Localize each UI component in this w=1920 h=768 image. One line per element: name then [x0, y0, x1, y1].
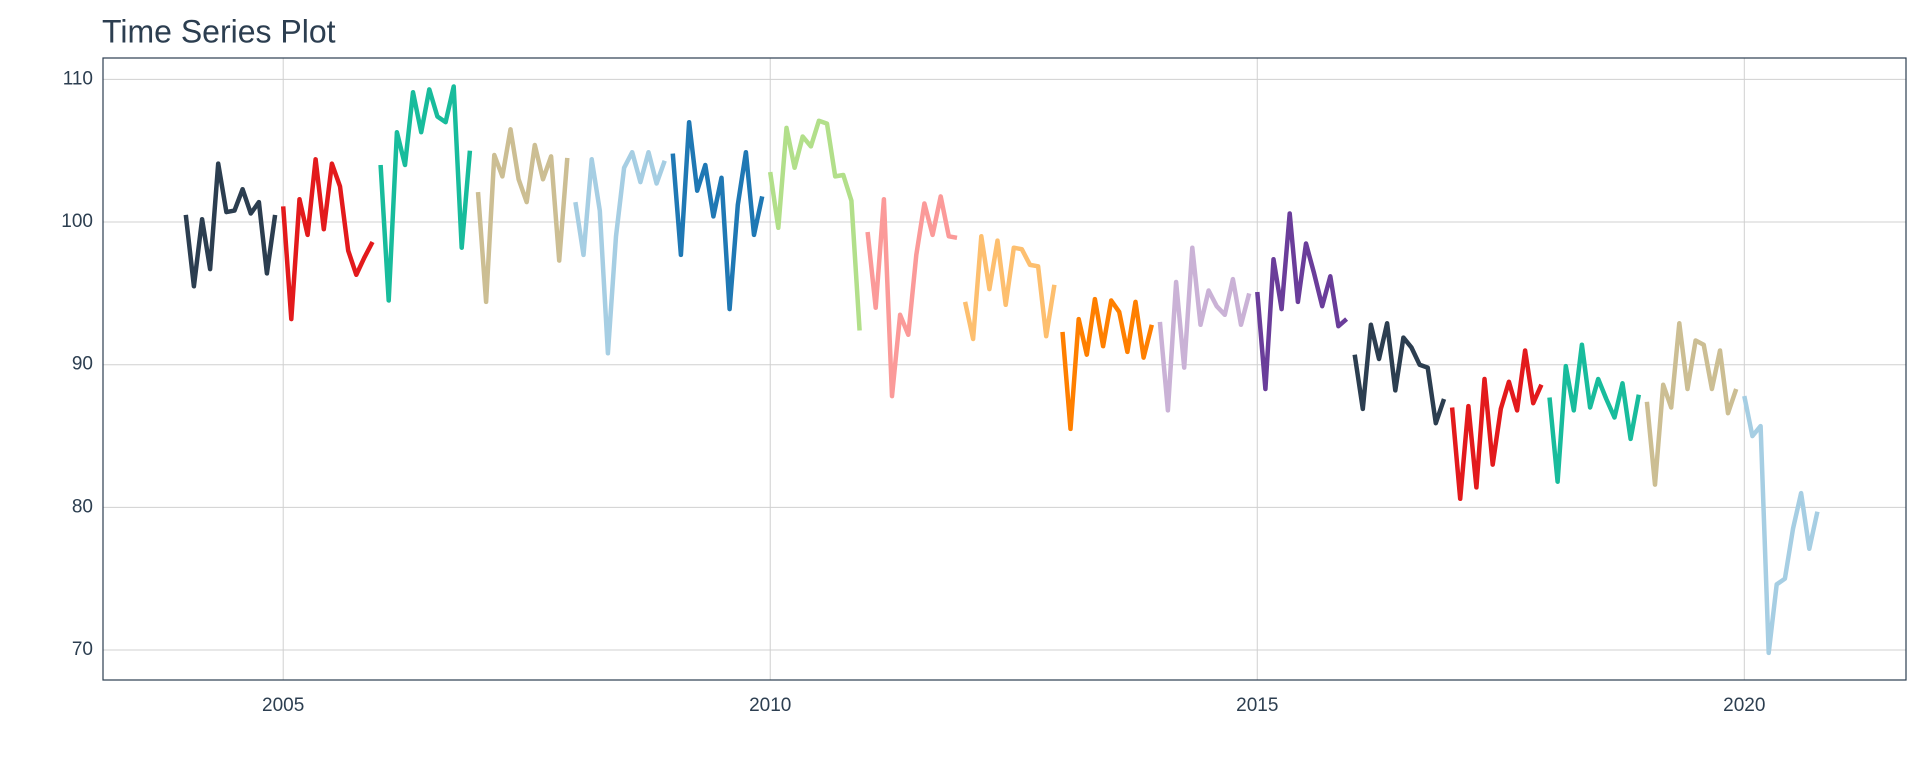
series-line: [962, 234, 1057, 342]
series-line: [670, 119, 765, 312]
y-tick-label: 110: [63, 68, 93, 89]
y-tick-label: 80: [72, 496, 93, 517]
series-line: [280, 157, 375, 322]
series-line: [475, 127, 570, 305]
series-line: [1255, 211, 1349, 392]
x-tick-label: 2005: [262, 695, 304, 716]
series-line: [378, 84, 473, 303]
series-line: [1352, 321, 1447, 426]
x-tick-label: 2020: [1723, 695, 1765, 716]
x-tick-label: 2010: [749, 695, 791, 716]
y-tick-label: 70: [72, 639, 93, 660]
series-line: [767, 118, 862, 331]
series-line: [1060, 296, 1154, 432]
series-line: [573, 149, 667, 356]
plot-border: [102, 57, 1907, 681]
series-line: [1157, 245, 1252, 413]
series-line: [1742, 395, 1820, 656]
y-tick-label: 90: [72, 354, 93, 375]
series-line: [183, 161, 278, 289]
series-line: [1547, 342, 1642, 484]
chart-title: Time Series Plot: [102, 13, 336, 49]
series-line: [1449, 348, 1544, 502]
x-tick-label: 2015: [1236, 695, 1278, 716]
y-tick-label: 100: [61, 211, 93, 232]
series-line: [1644, 321, 1739, 487]
series-line: [865, 194, 958, 399]
